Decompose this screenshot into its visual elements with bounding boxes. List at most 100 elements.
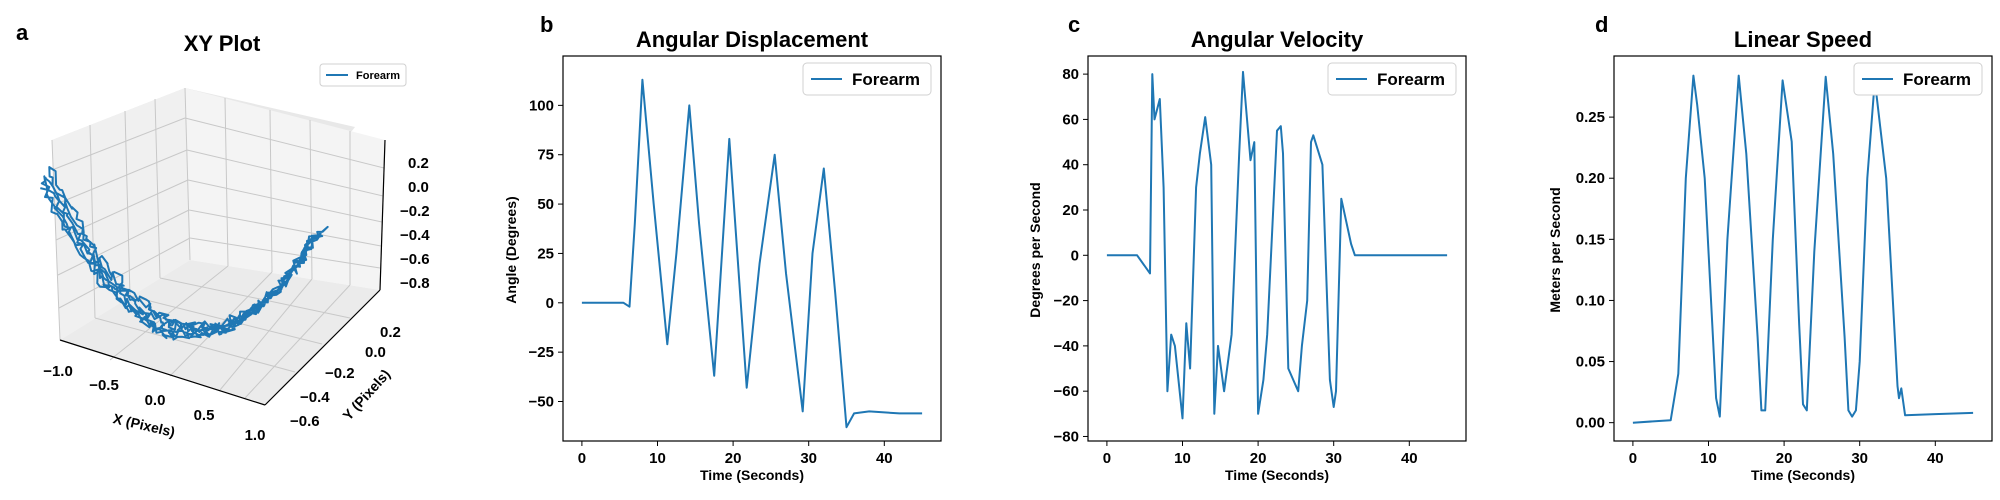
panel-a-z-axis-line — [379, 139, 386, 291]
panel-a-ytick-2: −0.2 — [325, 365, 355, 382]
panel-d-letter: d — [1595, 12, 1608, 37]
panel-a-letter: a — [16, 20, 29, 45]
panel-a-xtick-4: 1.0 — [245, 427, 266, 444]
panel-c-xtick-label-2: 20 — [1250, 450, 1267, 467]
panel-d-xtick-label-3: 30 — [1851, 450, 1868, 467]
panel-a-title: XY Plot — [184, 31, 261, 56]
panel-d-ytick-label-4: 0.20 — [1576, 170, 1605, 187]
panel-c-ytick-label-1: −60 — [1054, 383, 1079, 400]
panel-b-ytick-label-2: 0 — [546, 295, 554, 312]
panel-a-xtick-1: −0.5 — [89, 377, 119, 394]
panel-c-xtick-label-3: 30 — [1325, 450, 1342, 467]
panel-b-xtick-label-1: 10 — [649, 450, 666, 467]
panel-b-ytick-label-3: 25 — [537, 245, 554, 262]
panel-b-ytick-label-5: 75 — [537, 147, 554, 164]
panel-d-xtick-label-2: 20 — [1776, 450, 1793, 467]
panel-c-ytick-label-4: 0 — [1071, 247, 1079, 264]
panel-a-ytick-1: −0.4 — [300, 389, 330, 406]
panel-b-ytick-label-0: −50 — [529, 394, 554, 411]
panel-b-ylabel: Angle (Degrees) — [503, 196, 519, 303]
panel-a-xtick-2: 0.0 — [145, 392, 166, 409]
panel-d-axes-frame — [1613, 55, 1993, 442]
panel-d-ytick-label-0: 0.00 — [1576, 415, 1605, 432]
panel-c-xtick-label-1: 10 — [1174, 450, 1191, 467]
panel-a-ytick-4: 0.2 — [380, 324, 401, 341]
panel-a-back-pane-rear — [185, 88, 385, 290]
panel-b-legend: Forearm — [802, 62, 932, 96]
panel-d-ylabel: Meters per Second — [1547, 187, 1563, 312]
panel-a-ztick-5: −0.8 — [400, 275, 430, 292]
panel-a-ytick-3: 0.0 — [365, 344, 386, 361]
panel-c-axes-frame — [1087, 55, 1467, 442]
panel-a-forearm-trajectory — [40, 166, 329, 341]
panel-b-forearm-line — [581, 78, 923, 429]
panel-c-ytick-label-8: 80 — [1062, 66, 1079, 83]
panel-b-xtick-label-3: 30 — [800, 450, 817, 467]
panel-c-legend: Forearm — [1327, 62, 1457, 96]
panel-a-grid — [51, 87, 386, 399]
panel-a-back-pane-left — [52, 88, 190, 340]
panel-c-x-ticks: 0 10 20 30 40 — [1103, 441, 1418, 467]
panel-d-xtick-label-1: 10 — [1700, 450, 1717, 467]
panel-c-xlabel: Time (Seconds) — [1225, 467, 1329, 483]
panel-b-xlabel: Time (Seconds) — [700, 467, 804, 483]
panel-a-x-axis-line — [59, 339, 266, 406]
panel-c-ytick-label-7: 60 — [1062, 111, 1079, 128]
panel-d-xlabel: Time (Seconds) — [1751, 467, 1855, 483]
panel-d-ytick-label-5: 0.25 — [1576, 109, 1605, 126]
panel-b-x-ticks: 0 10 20 30 40 — [578, 441, 893, 467]
panel-c-legend-label: Forearm — [1377, 70, 1445, 89]
panel-d-y-ticks: 0.00 0.05 0.10 0.15 0.20 0.25 — [1576, 109, 1614, 432]
panel-a-xtick-3: 0.5 — [194, 407, 215, 424]
panel-c-letter: c — [1068, 12, 1080, 37]
panel-b-y-ticks: −50 −25 0 25 50 75 100 — [529, 97, 563, 411]
panel-d-legend: Forearm — [1853, 62, 1983, 96]
panel-a-legend: Forearm — [319, 63, 407, 87]
panel-b-title: Angular Displacement — [636, 27, 869, 52]
panel-a-ztick-1: 0.0 — [408, 179, 429, 196]
panel-b-xtick-label-2: 20 — [725, 450, 742, 467]
panel-a: a XY Plot — [16, 20, 430, 444]
panel-c-ytick-label-5: 20 — [1062, 202, 1079, 219]
panel-a-ztick-0: 0.2 — [408, 155, 429, 172]
panel-d-ytick-label-3: 0.15 — [1576, 231, 1605, 248]
panel-c-forearm-line — [1106, 70, 1448, 420]
panel-b-xtick-label-0: 0 — [578, 450, 586, 467]
panel-c: c Angular Velocity 0 10 20 30 40 −80 −60 −40 −2… — [1027, 12, 1467, 483]
panel-c-ytick-label-3: −20 — [1054, 293, 1079, 310]
panel-b-xtick-label-4: 40 — [876, 450, 893, 467]
panel-c-xtick-label-4: 40 — [1401, 450, 1418, 467]
panel-b-ytick-label-4: 50 — [537, 196, 554, 213]
panel-d-xtick-label-0: 0 — [1629, 450, 1637, 467]
panel-b-letter: b — [540, 12, 553, 37]
panel-a-ztick-3: −0.4 — [400, 227, 430, 244]
panel-d-forearm-line — [1632, 74, 1974, 424]
panel-b-ytick-label-6: 100 — [529, 97, 554, 114]
panel-c-ytick-label-2: −40 — [1054, 338, 1079, 355]
panel-b-legend-label: Forearm — [852, 70, 920, 89]
panel-a-xtick-0: −1.0 — [43, 363, 73, 380]
panel-b-ytick-label-1: −25 — [529, 344, 554, 361]
panel-a-ytick-0: −0.6 — [290, 413, 320, 430]
panel-a-xlabel: X (Pixels) — [112, 410, 177, 440]
panel-c-ytick-label-0: −80 — [1054, 428, 1079, 445]
panel-c-y-ticks: −80 −60 −40 −20 0 20 40 60 80 — [1054, 66, 1088, 445]
panel-d-xtick-label-4: 40 — [1927, 450, 1944, 467]
panel-a-legend-label: Forearm — [356, 70, 400, 82]
panel-c-ytick-label-6: 40 — [1062, 157, 1079, 174]
panel-b-axes-frame — [562, 55, 942, 442]
panel-a-ztick-2: −0.2 — [400, 203, 430, 220]
panel-d-title: Linear Speed — [1734, 27, 1872, 52]
panel-c-xtick-label-0: 0 — [1103, 450, 1111, 467]
panel-d-ytick-label-2: 0.10 — [1576, 292, 1605, 309]
panel-d-x-ticks: 0 10 20 30 40 — [1629, 441, 1944, 467]
panel-a-ztick-4: −0.6 — [400, 251, 430, 268]
panel-d-legend-label: Forearm — [1903, 70, 1971, 89]
panel-b: b Angular Displacement 0 10 20 30 40 −50 −25 0… — [503, 12, 942, 483]
panel-d: d Linear Speed 0 10 20 30 40 0.00 0.05 0.10 0.1… — [1547, 12, 1993, 483]
panel-c-title: Angular Velocity — [1191, 27, 1364, 52]
panel-a-y-axis-line — [264, 289, 381, 406]
panel-c-ylabel: Degrees per Second — [1027, 182, 1043, 317]
panel-d-ytick-label-1: 0.05 — [1576, 354, 1605, 371]
